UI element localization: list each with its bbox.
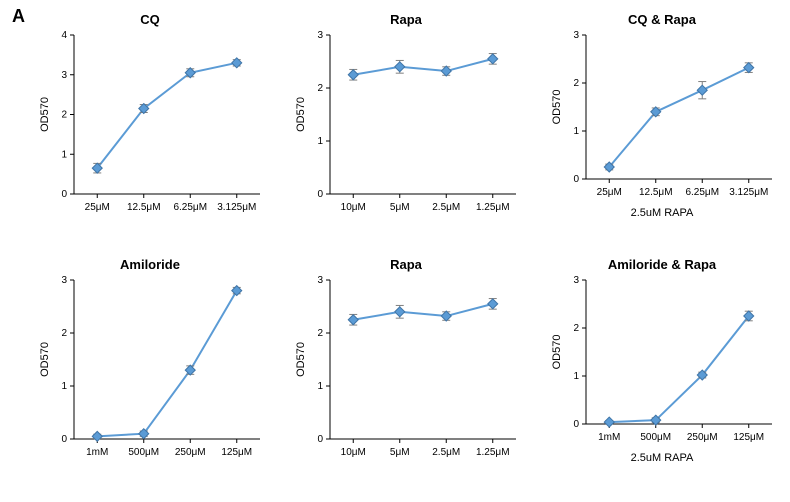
svg-text:0: 0 <box>61 189 67 200</box>
chart-title: Rapa <box>288 257 524 272</box>
svg-text:2: 2 <box>573 323 579 334</box>
figure-panel: A CQ 01234OD57025μM12.5μM6.25μM3.125μM R… <box>0 0 790 502</box>
svg-text:125μM: 125μM <box>733 432 764 443</box>
chart-svg: 0 1 2 3 OD570 10μM 5μM 2.5μM 1.25μM <box>288 274 524 469</box>
svg-text:OD570: OD570 <box>39 97 51 132</box>
svg-text:250μM: 250μM <box>687 432 718 443</box>
svg-text:5μM: 5μM <box>390 447 410 458</box>
svg-text:0: 0 <box>317 434 323 445</box>
svg-text:10μM: 10μM <box>341 202 366 213</box>
svg-text:3: 3 <box>573 30 579 41</box>
svg-text:10μM: 10μM <box>341 447 366 458</box>
svg-text:3.125μM: 3.125μM <box>217 202 256 213</box>
chart-title: Rapa <box>288 12 524 27</box>
chart-title: Amiloride <box>32 257 268 272</box>
svg-text:4: 4 <box>61 30 67 41</box>
svg-text:1: 1 <box>317 381 323 392</box>
svg-text:3: 3 <box>573 275 579 286</box>
chart-svg: 0 1 2 3 OD570 1mM 500μM 250μM 125μM <box>544 274 780 454</box>
chart-title: Amiloride & Rapa <box>544 257 780 272</box>
svg-text:1: 1 <box>61 381 67 392</box>
chart-sub-xlabel: 2.5uM RAPA <box>544 207 780 219</box>
svg-text:0: 0 <box>573 174 579 185</box>
svg-text:OD570: OD570 <box>39 342 51 377</box>
svg-text:0: 0 <box>573 419 579 430</box>
svg-text:1.25μM: 1.25μM <box>476 202 510 213</box>
svg-text:2: 2 <box>317 328 323 339</box>
chart-svg: 0 1 2 3 4 OD570 25μM 12.5μM 6.25μM 3.125μM <box>32 29 268 224</box>
svg-text:OD570: OD570 <box>295 97 307 132</box>
chart-amiloride: Amiloride 0 1 2 3 OD570 1mM 500μM 250μM 125μM <box>32 257 268 490</box>
svg-text:3: 3 <box>317 30 323 41</box>
chart-cq: CQ 0 1 2 3 4 OD570 25μM 12.5μM 6.25μM 3.125μM <box>32 12 268 245</box>
svg-text:25μM: 25μM <box>597 187 622 198</box>
svg-text:OD570: OD570 <box>295 342 307 377</box>
svg-text:1mM: 1mM <box>86 447 108 458</box>
svg-text:2: 2 <box>317 83 323 94</box>
svg-text:2: 2 <box>61 328 67 339</box>
svg-text:2.5μM: 2.5μM <box>432 202 460 213</box>
chart-rapa-bottom: Rapa 0 1 2 3 OD570 10μM 5μM 2.5μM 1.25μM <box>288 257 524 490</box>
chart-rapa-top: Rapa 0 1 2 3 OD570 10μM 5μM 2.5μM 1.25μM <box>288 12 524 245</box>
svg-text:1: 1 <box>573 371 579 382</box>
svg-text:25μM: 25μM <box>85 202 110 213</box>
svg-text:0: 0 <box>317 189 323 200</box>
panel-letter: A <box>12 6 25 27</box>
svg-text:3: 3 <box>317 275 323 286</box>
svg-text:125μM: 125μM <box>221 447 252 458</box>
svg-text:1mM: 1mM <box>598 432 620 443</box>
svg-text:6.25μM: 6.25μM <box>173 202 207 213</box>
chart-svg: 0 1 2 3 OD570 1mM 500μM 250μM 125μM <box>32 274 268 469</box>
svg-text:1: 1 <box>61 149 67 160</box>
chart-sub-xlabel: 2.5uM RAPA <box>544 452 780 464</box>
svg-text:0: 0 <box>61 434 67 445</box>
svg-text:12.5μM: 12.5μM <box>639 187 673 198</box>
chart-cq-rapa: CQ & Rapa 0 1 2 3 OD570 25μM 12.5μM 6.25μM 3.125… <box>544 12 780 245</box>
svg-text:500μM: 500μM <box>128 447 159 458</box>
svg-text:OD570: OD570 <box>551 335 563 370</box>
svg-text:1: 1 <box>317 136 323 147</box>
svg-text:1.25μM: 1.25μM <box>476 447 510 458</box>
svg-text:3: 3 <box>61 275 67 286</box>
chart-svg: 0 1 2 3 OD570 10μM 5μM 2.5μM 1.25μM <box>288 29 524 224</box>
svg-text:6.25μM: 6.25μM <box>685 187 719 198</box>
svg-text:OD570: OD570 <box>551 90 563 125</box>
chart-title: CQ <box>32 12 268 27</box>
chart-title: CQ & Rapa <box>544 12 780 27</box>
svg-text:12.5μM: 12.5μM <box>127 202 161 213</box>
svg-text:1: 1 <box>573 126 579 137</box>
chart-grid: CQ 01234OD57025μM12.5μM6.25μM3.125μM Rap… <box>8 8 782 494</box>
svg-text:2: 2 <box>61 110 67 121</box>
svg-text:3.125μM: 3.125μM <box>729 187 768 198</box>
chart-amiloride-rapa: Amiloride & Rapa 0 1 2 3 OD570 1mM 500μM 250μM 1… <box>544 257 780 490</box>
svg-text:3: 3 <box>61 70 67 81</box>
svg-text:500μM: 500μM <box>640 432 671 443</box>
svg-text:2.5μM: 2.5μM <box>432 447 460 458</box>
chart-svg: 0 1 2 3 OD570 25μM 12.5μM 6.25μM 3.125μM <box>544 29 780 209</box>
svg-text:2: 2 <box>573 78 579 89</box>
svg-text:250μM: 250μM <box>175 447 206 458</box>
svg-text:5μM: 5μM <box>390 202 410 213</box>
